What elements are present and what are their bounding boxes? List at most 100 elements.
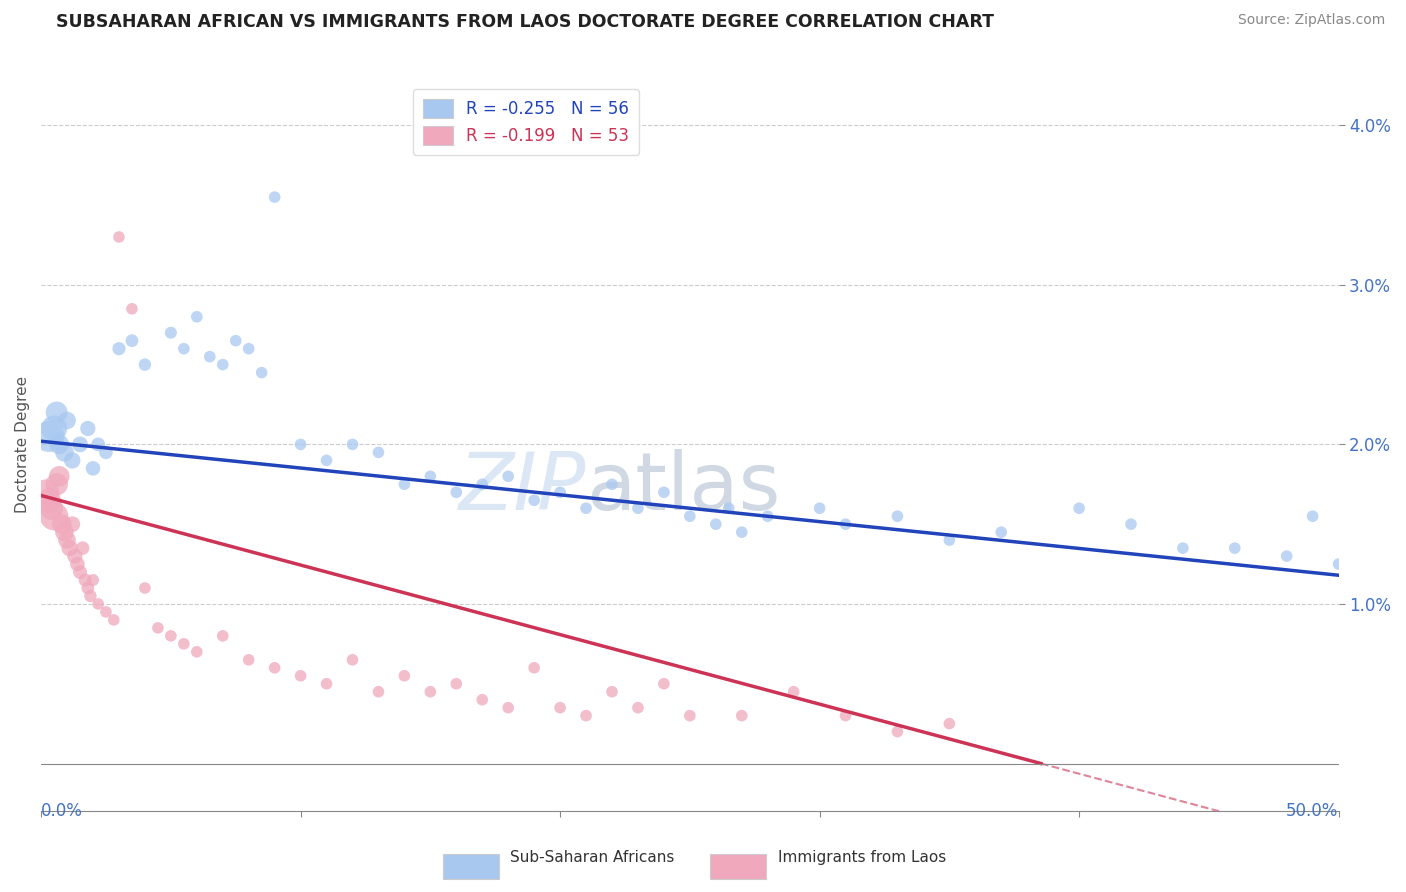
Text: atlas: atlas (586, 450, 780, 527)
Point (1067, 501, 1090, 516)
Point (59, 541, 82, 555)
Text: Sub-Saharan Africans: Sub-Saharan Africans (510, 850, 675, 865)
Point (198, 350, 221, 364)
Point (121, 301, 143, 316)
Point (834, 517, 856, 532)
Point (63, 549, 86, 563)
Point (173, 342, 195, 356)
Point (886, 724, 908, 739)
Point (60, 453, 83, 467)
Point (38, 493, 60, 508)
Point (290, 669, 312, 683)
Point (76, 421, 98, 435)
Point (45, 405, 67, 419)
Point (160, 629, 183, 643)
Point (315, 677, 337, 691)
Point (69, 437, 91, 451)
Point (79, 589, 101, 603)
Point (38, 429, 60, 443)
Point (679, 509, 702, 524)
Point (211, 358, 233, 372)
Point (471, 477, 494, 491)
Point (627, 501, 650, 516)
Point (250, 366, 273, 380)
Point (446, 677, 468, 691)
Point (600, 477, 623, 491)
Point (938, 716, 960, 731)
Text: 50.0%: 50.0% (1286, 803, 1339, 821)
Point (225, 334, 247, 348)
Point (238, 653, 260, 667)
Point (731, 708, 754, 723)
Text: 0.0%: 0.0% (41, 803, 83, 821)
Point (48, 469, 70, 483)
Point (103, 613, 125, 627)
Text: SUBSAHARAN AFRICAN VS IMMIGRANTS FROM LAOS DOCTORATE DEGREE CORRELATION CHART: SUBSAHARAN AFRICAN VS IMMIGRANTS FROM LA… (56, 13, 994, 31)
Point (94, 605, 117, 619)
Point (186, 645, 208, 659)
Point (394, 477, 416, 491)
Point (82, 461, 104, 475)
Text: Immigrants from Laos: Immigrants from Laos (778, 850, 946, 865)
Point (652, 677, 675, 691)
Point (134, 358, 156, 372)
Point (186, 310, 208, 324)
Point (56, 533, 79, 548)
Point (211, 629, 233, 643)
Point (76, 581, 98, 595)
Point (679, 708, 702, 723)
Point (990, 525, 1012, 540)
Point (160, 326, 183, 340)
Point (575, 501, 598, 516)
Point (263, 661, 285, 675)
Point (717, 501, 740, 516)
Point (548, 485, 571, 500)
Point (342, 653, 364, 667)
Point (446, 485, 468, 500)
Point (108, 342, 131, 356)
Point (1171, 541, 1194, 555)
Point (548, 700, 571, 714)
Point (82, 573, 104, 587)
Point (42, 421, 65, 435)
Point (87, 597, 110, 611)
Point (173, 637, 195, 651)
Point (782, 684, 804, 698)
Point (1302, 509, 1324, 524)
Point (290, 437, 312, 451)
Point (60, 517, 83, 532)
Point (886, 509, 908, 524)
Point (238, 342, 260, 356)
Point (652, 485, 675, 500)
Point (1119, 517, 1142, 532)
Point (731, 525, 754, 540)
Point (87, 437, 110, 451)
Point (471, 692, 494, 706)
Point (108, 230, 131, 244)
Point (69, 565, 91, 579)
Point (51, 517, 73, 532)
Point (41, 501, 63, 516)
Y-axis label: Doctorate Degree: Doctorate Degree (15, 376, 30, 513)
Point (48, 437, 70, 451)
Point (704, 517, 727, 532)
Point (35, 485, 58, 500)
Point (600, 684, 623, 698)
Point (575, 708, 598, 723)
Point (75, 573, 97, 587)
Point (94, 445, 117, 459)
Text: ZIP: ZIP (458, 450, 586, 527)
Point (496, 469, 519, 483)
Point (1327, 557, 1350, 571)
Point (121, 334, 143, 348)
Point (45, 477, 67, 491)
Point (134, 581, 156, 595)
Point (1223, 541, 1246, 555)
Point (938, 533, 960, 548)
Point (315, 453, 337, 467)
Point (1275, 549, 1298, 563)
Point (496, 700, 519, 714)
Point (523, 493, 546, 508)
Point (42, 509, 65, 524)
Point (367, 445, 389, 459)
